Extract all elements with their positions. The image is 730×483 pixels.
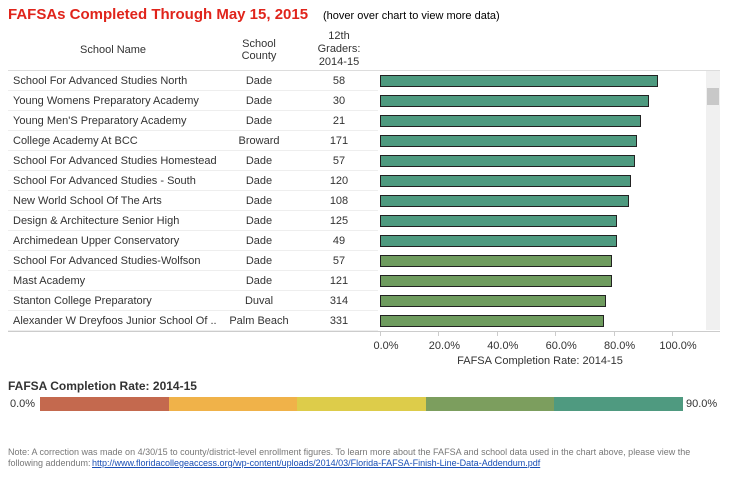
county: Dade bbox=[245, 155, 273, 167]
school-name: Stanton College Preparatory bbox=[13, 295, 152, 307]
scroll-thumb[interactable] bbox=[707, 88, 719, 105]
x-tick bbox=[672, 332, 673, 336]
legend-label: 90.0% bbox=[686, 398, 718, 410]
county: Dade bbox=[245, 175, 273, 187]
graders: 49 bbox=[332, 235, 346, 247]
county: Dade bbox=[245, 275, 273, 287]
school-name: Young Womens Preparatory Academy bbox=[13, 95, 199, 107]
x-tick-label: 0.0% bbox=[373, 340, 399, 352]
row-line bbox=[8, 190, 378, 191]
row-line bbox=[8, 210, 378, 211]
school-name: School For Advanced Studies - South bbox=[13, 175, 196, 187]
table-bottom bbox=[8, 331, 720, 332]
subtitle: (hover over chart to view more data) bbox=[323, 10, 500, 22]
row-line bbox=[8, 310, 378, 311]
legend-swatch bbox=[554, 397, 683, 411]
county: Dade bbox=[245, 255, 273, 267]
graders: 108 bbox=[329, 195, 349, 207]
county: Dade bbox=[245, 235, 273, 247]
school-name: New World School Of The Arts bbox=[13, 195, 162, 207]
row-line bbox=[8, 110, 378, 111]
row-line bbox=[8, 270, 378, 271]
legend-swatch bbox=[425, 397, 555, 411]
county: Dade bbox=[245, 215, 273, 227]
row-line bbox=[8, 130, 378, 131]
bar bbox=[380, 175, 632, 187]
bar bbox=[380, 295, 606, 307]
x-axis-label: FAFSA Completion Rate: 2014-15 bbox=[457, 355, 623, 367]
legend-label: 0.0% bbox=[10, 398, 36, 410]
graders: 21 bbox=[332, 115, 346, 127]
row-line bbox=[8, 150, 378, 151]
legend-swatch bbox=[297, 397, 426, 411]
x-tick bbox=[613, 332, 615, 336]
x-tick bbox=[380, 332, 381, 336]
table-top bbox=[8, 70, 720, 71]
row-line bbox=[8, 250, 378, 251]
graders: 121 bbox=[329, 275, 349, 287]
x-tick bbox=[438, 332, 440, 336]
graders: 314 bbox=[329, 295, 349, 307]
graders: 58 bbox=[332, 75, 346, 87]
x-tick-label: 60.0% bbox=[545, 340, 577, 352]
scrollbar[interactable] bbox=[706, 71, 720, 330]
column-header: School Name bbox=[80, 44, 147, 56]
graders: 57 bbox=[332, 255, 346, 267]
graders: 125 bbox=[329, 215, 349, 227]
legend-title: FAFSA Completion Rate: 2014-15 bbox=[8, 379, 197, 393]
school-name: Mast Academy bbox=[13, 275, 86, 287]
school-name: School For Advanced Studies Homestead bbox=[13, 155, 217, 167]
row-line bbox=[8, 330, 378, 331]
bar bbox=[380, 95, 649, 107]
bar bbox=[380, 195, 630, 207]
bar bbox=[380, 255, 613, 267]
school-name: School For Advanced Studies North bbox=[13, 75, 188, 87]
x-tick bbox=[496, 332, 498, 336]
graders: 57 bbox=[332, 155, 346, 167]
note: Note: A correction was made on 4/30/15 t… bbox=[8, 447, 691, 468]
county: Palm Beach bbox=[229, 315, 289, 327]
legend-swatch bbox=[40, 397, 169, 411]
county: Dade bbox=[245, 95, 273, 107]
column-header: School County bbox=[241, 38, 277, 62]
bar bbox=[380, 235, 618, 247]
title: FAFSAs Completed Through May 15, 2015 bbox=[8, 6, 309, 23]
x-tick-label: 80.0% bbox=[603, 340, 636, 352]
link[interactable]: http://www.floridacollegeaccess.org/wp-c… bbox=[92, 458, 541, 468]
row-line bbox=[8, 290, 378, 291]
school-name: College Academy At BCC bbox=[13, 135, 138, 147]
graders: 120 bbox=[329, 175, 349, 187]
x-tick-label: 20.0% bbox=[428, 340, 460, 352]
school-name: School For Advanced Studies-Wolfson bbox=[13, 255, 201, 267]
county: Dade bbox=[245, 75, 273, 87]
county: Duval bbox=[244, 295, 274, 307]
row-line bbox=[8, 230, 378, 231]
bar bbox=[380, 215, 618, 227]
x-tick bbox=[555, 332, 557, 336]
bar bbox=[380, 155, 635, 167]
column-header: 12th Graders: 2014-15 bbox=[317, 30, 361, 68]
graders: 171 bbox=[329, 135, 349, 147]
legend-swatch bbox=[168, 397, 298, 411]
bar bbox=[380, 115, 642, 127]
county: Dade bbox=[245, 195, 273, 207]
bar bbox=[380, 135, 637, 147]
x-tick-label: 40.0% bbox=[487, 340, 519, 352]
school-name: Young Men'S Preparatory Academy bbox=[13, 115, 187, 127]
school-name: Alexander W Dreyfoos Junior School Of .. bbox=[13, 315, 217, 327]
x-tick-label: 100.0% bbox=[659, 340, 697, 352]
bar bbox=[380, 315, 604, 327]
county: Broward bbox=[238, 135, 280, 147]
county: Dade bbox=[245, 115, 273, 127]
bar bbox=[380, 75, 658, 87]
bar bbox=[380, 275, 613, 287]
row-line bbox=[8, 90, 378, 91]
school-name: Design & Architecture Senior High bbox=[13, 215, 180, 227]
graders: 331 bbox=[329, 315, 349, 327]
school-name: Archimedean Upper Conservatory bbox=[13, 235, 180, 247]
row-line bbox=[8, 170, 378, 171]
graders: 30 bbox=[332, 95, 346, 107]
